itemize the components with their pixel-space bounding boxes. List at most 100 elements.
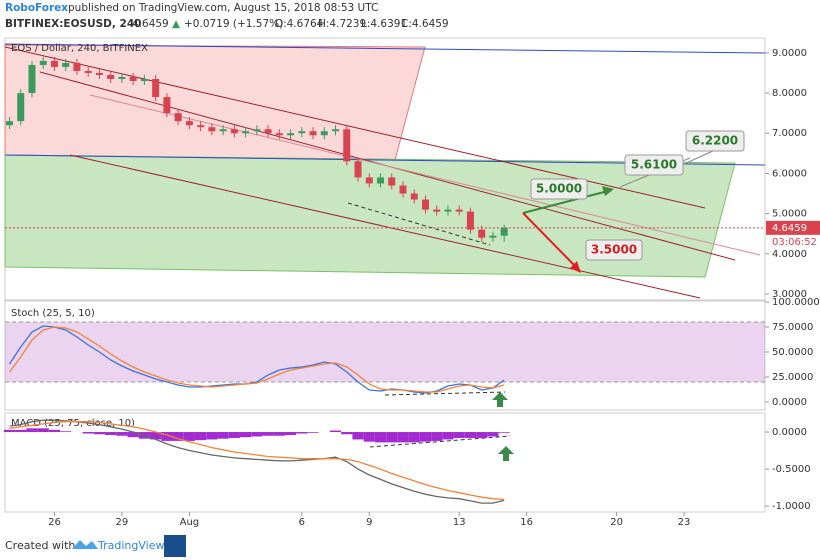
candle-body — [399, 185, 407, 194]
histogram-bar — [183, 432, 195, 441]
y-tick-label: 7.0000 — [772, 128, 807, 139]
candle-body — [365, 177, 373, 184]
candle-body — [264, 129, 272, 134]
histogram-bar — [273, 432, 285, 436]
histogram-bar — [329, 430, 342, 433]
author[interactable]: RoboForex — [5, 2, 68, 14]
candle-body — [219, 129, 227, 132]
published: published on TradingView.com, August 15,… — [68, 2, 378, 14]
pane-title: MACD (25, 75, close, 10) — [11, 418, 135, 429]
histogram-bar — [296, 432, 308, 434]
candle-body — [208, 127, 216, 132]
x-tick-label: 29 — [116, 517, 129, 528]
macd-pane — [4, 412, 766, 513]
histogram-bar — [352, 432, 364, 440]
candle-body — [73, 62, 81, 71]
histogram-bar — [262, 432, 274, 436]
histogram-bar — [195, 432, 207, 441]
candle-body — [466, 211, 474, 230]
histogram-bar — [15, 429, 27, 433]
tv-logo — [72, 540, 98, 549]
y-tick-label: 0.0000 — [772, 397, 807, 408]
x-tick-label: 26 — [48, 517, 61, 528]
pane-title: EOS / Dollar, 240, BITFINEX — [11, 43, 148, 54]
histogram-bar — [105, 432, 117, 435]
histogram-bar — [307, 432, 319, 433]
x-tick-label: Aug — [180, 517, 200, 528]
candle-body — [275, 133, 283, 136]
candle-body — [287, 133, 295, 136]
histogram-bar — [60, 431, 72, 433]
high: H:4.7239 — [318, 18, 366, 30]
dashed-line — [347, 202, 491, 246]
histogram-bar — [150, 432, 162, 440]
candle-body — [95, 72, 103, 75]
label-box — [685, 130, 745, 152]
up-arrow — [498, 446, 514, 461]
stoch-pane — [4, 300, 766, 411]
y-tick-label: 3.0000 — [772, 289, 807, 300]
histogram-bar — [408, 432, 420, 443]
green-arrow — [522, 190, 609, 214]
candle-body — [478, 229, 486, 238]
candle-body — [332, 129, 340, 132]
candle-body — [129, 76, 137, 81]
candle-body — [343, 129, 351, 162]
low: L:4.6391 — [361, 18, 407, 30]
footer-text: Created with — [5, 539, 75, 552]
label-box — [585, 239, 643, 261]
y-tick-label: 5.0000 — [772, 209, 807, 220]
candle-body — [230, 129, 238, 134]
histogram-bar — [82, 432, 94, 434]
candle-body — [17, 93, 25, 122]
histogram-bar — [498, 432, 510, 433]
price-tag-text: 4.6459 — [772, 223, 807, 234]
candle-body — [5, 121, 13, 126]
candle-body — [309, 131, 317, 136]
histogram-bar — [3, 429, 16, 433]
y-tick-label: 25.0000 — [772, 372, 813, 383]
rf-logo — [164, 535, 186, 557]
candle-body — [107, 74, 115, 79]
pane-title: Stoch (25, 5, 10) — [11, 308, 95, 319]
histogram-bar — [374, 432, 387, 443]
label-box — [624, 154, 684, 176]
histogram-bar — [341, 432, 353, 435]
pink-zone — [4, 44, 426, 161]
candle-body — [354, 161, 362, 178]
annotation: 5.6100 — [631, 158, 677, 172]
x-tick-label: 13 — [453, 517, 466, 528]
price: 4.6459 — [132, 18, 169, 30]
histogram-bar — [419, 432, 432, 442]
red-arrow — [522, 212, 578, 269]
candle-body — [174, 113, 182, 122]
y-tick-label: 50.0000 — [772, 347, 813, 358]
histogram-bar — [228, 432, 240, 438]
label-box — [530, 178, 588, 200]
candle-body — [50, 60, 58, 67]
footer-brand[interactable]: TradingView — [97, 539, 164, 552]
histogram-bar — [476, 432, 488, 438]
y-tick-label: 8.0000 — [772, 88, 807, 99]
y-tick-label: 6.0000 — [772, 168, 807, 179]
price-tag — [766, 220, 820, 235]
y-tick-label: 75.0000 — [772, 322, 813, 333]
candle-body — [118, 76, 126, 79]
histogram-bar — [397, 432, 409, 443]
histogram-bar — [206, 432, 218, 440]
symbol: BITFINEX:EOSUSD, 240 — [5, 18, 141, 30]
channel-line — [69, 154, 701, 299]
histogram-bar — [431, 432, 443, 441]
candle-body — [444, 209, 452, 212]
candle-body — [298, 131, 306, 134]
histogram-bar — [48, 429, 61, 433]
annotation: 3.5000 — [591, 243, 637, 257]
histogram-bar — [217, 432, 229, 439]
candle-body — [410, 193, 418, 200]
candle-body — [388, 177, 396, 186]
line-series — [9, 419, 505, 504]
histogram-bar — [386, 432, 398, 443]
dashed-line — [384, 391, 506, 396]
